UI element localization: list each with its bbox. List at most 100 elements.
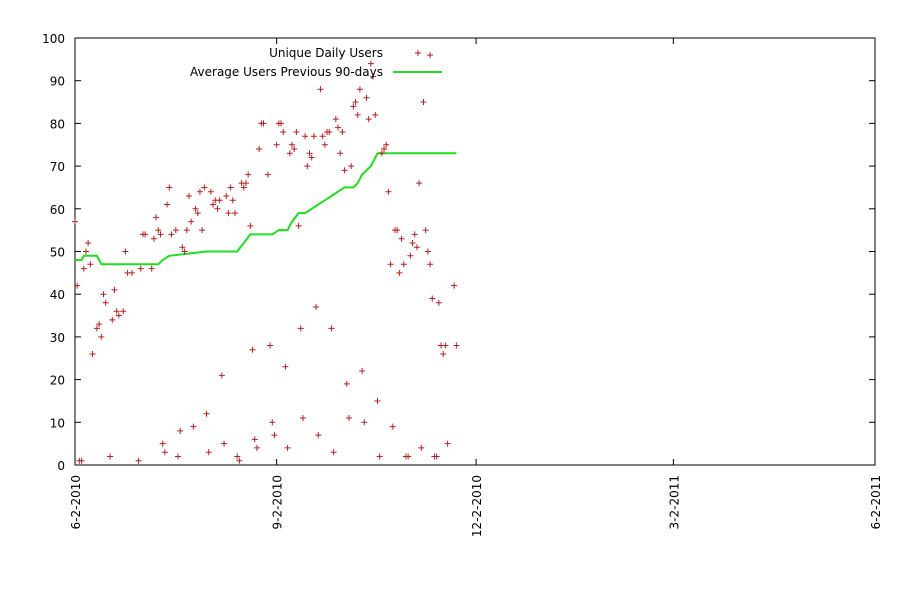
data-point bbox=[416, 180, 423, 187]
data-point bbox=[451, 282, 458, 289]
data-point bbox=[381, 146, 388, 153]
y-tick-label: 80 bbox=[50, 117, 65, 131]
data-point bbox=[394, 227, 401, 234]
data-point bbox=[210, 201, 217, 208]
x-tick-label: 3-2-2011 bbox=[667, 475, 681, 529]
y-tick-label: 0 bbox=[57, 459, 65, 473]
data-point bbox=[74, 282, 81, 289]
data-point bbox=[313, 304, 320, 311]
data-point bbox=[194, 210, 201, 217]
y-tick-label: 70 bbox=[50, 160, 65, 174]
data-point bbox=[82, 248, 89, 255]
data-point bbox=[256, 146, 263, 153]
series-daily-users bbox=[72, 52, 460, 464]
data-point bbox=[93, 325, 100, 332]
data-point bbox=[109, 316, 116, 323]
data-point bbox=[251, 436, 258, 443]
data-point bbox=[96, 321, 103, 328]
data-point bbox=[433, 453, 440, 460]
data-point bbox=[159, 440, 166, 447]
data-point bbox=[370, 73, 377, 80]
data-point bbox=[218, 372, 225, 379]
data-point bbox=[348, 163, 355, 170]
data-point bbox=[350, 103, 357, 110]
data-point bbox=[326, 128, 333, 135]
data-point bbox=[98, 333, 105, 340]
data-point bbox=[221, 440, 228, 447]
data-point bbox=[427, 52, 434, 59]
legend-label-average-users: Average Users Previous 90-days bbox=[190, 65, 383, 79]
data-point bbox=[120, 308, 127, 315]
legend: Unique Daily Users Average Users Previou… bbox=[190, 46, 442, 79]
data-point bbox=[363, 94, 370, 101]
legend-symbol-daily-users bbox=[415, 50, 421, 56]
data-point bbox=[269, 419, 276, 426]
data-point bbox=[396, 269, 403, 276]
data-point bbox=[199, 227, 206, 234]
data-point bbox=[168, 231, 175, 238]
data-point bbox=[405, 453, 412, 460]
data-point bbox=[107, 453, 114, 460]
x-tick-label: 9-2-2010 bbox=[271, 475, 285, 529]
average-users-line bbox=[75, 152, 457, 266]
y-tick-label: 100 bbox=[42, 32, 65, 46]
data-point bbox=[330, 449, 337, 456]
data-point bbox=[304, 163, 311, 170]
data-point bbox=[359, 368, 366, 375]
data-point bbox=[398, 235, 405, 242]
data-point bbox=[367, 60, 374, 67]
data-point bbox=[196, 188, 203, 195]
data-point bbox=[335, 124, 342, 131]
data-point bbox=[310, 133, 317, 140]
data-point bbox=[286, 150, 293, 157]
data-point bbox=[354, 111, 361, 118]
data-point bbox=[100, 291, 107, 298]
data-point bbox=[115, 312, 122, 319]
data-point bbox=[234, 453, 241, 460]
data-point bbox=[264, 171, 271, 178]
x-tick-label: 6-2-2010 bbox=[69, 475, 83, 529]
data-point bbox=[172, 227, 179, 234]
data-point bbox=[422, 227, 429, 234]
data-point bbox=[387, 261, 394, 268]
data-point bbox=[155, 227, 162, 234]
series-average-line bbox=[75, 152, 457, 266]
data-point bbox=[227, 184, 234, 191]
y-tick-label: 90 bbox=[50, 75, 65, 89]
data-point bbox=[245, 171, 252, 178]
y-axis: 0 10 20 30 40 50 60 70 80 90 100 bbox=[42, 32, 875, 473]
data-point bbox=[356, 86, 363, 93]
data-point bbox=[89, 350, 96, 357]
data-point bbox=[111, 286, 118, 293]
data-point bbox=[225, 210, 232, 217]
data-point bbox=[80, 265, 87, 272]
data-point bbox=[343, 380, 350, 387]
data-point bbox=[137, 265, 144, 272]
data-point bbox=[181, 248, 188, 255]
data-point bbox=[339, 128, 346, 135]
data-point bbox=[271, 432, 278, 439]
data-point bbox=[203, 410, 210, 417]
data-point bbox=[148, 265, 155, 272]
data-point bbox=[435, 299, 442, 306]
x-axis: 6-2-2010 9-2-2010 12-2-2010 3-2-2011 6-2-201… bbox=[69, 38, 883, 537]
data-point bbox=[166, 184, 173, 191]
data-point bbox=[135, 457, 142, 464]
data-point bbox=[157, 231, 164, 238]
data-point bbox=[411, 231, 418, 238]
x-tick-label: 6-2-2011 bbox=[869, 475, 883, 529]
data-point bbox=[260, 120, 267, 127]
data-point bbox=[374, 397, 381, 404]
data-point bbox=[150, 235, 157, 242]
data-point bbox=[440, 350, 447, 357]
data-point bbox=[278, 120, 285, 127]
data-point bbox=[207, 188, 214, 195]
data-point bbox=[409, 239, 416, 246]
data-point bbox=[328, 325, 335, 332]
data-point bbox=[383, 141, 390, 148]
data-point bbox=[297, 325, 304, 332]
data-point bbox=[85, 239, 92, 246]
data-point bbox=[337, 150, 344, 157]
